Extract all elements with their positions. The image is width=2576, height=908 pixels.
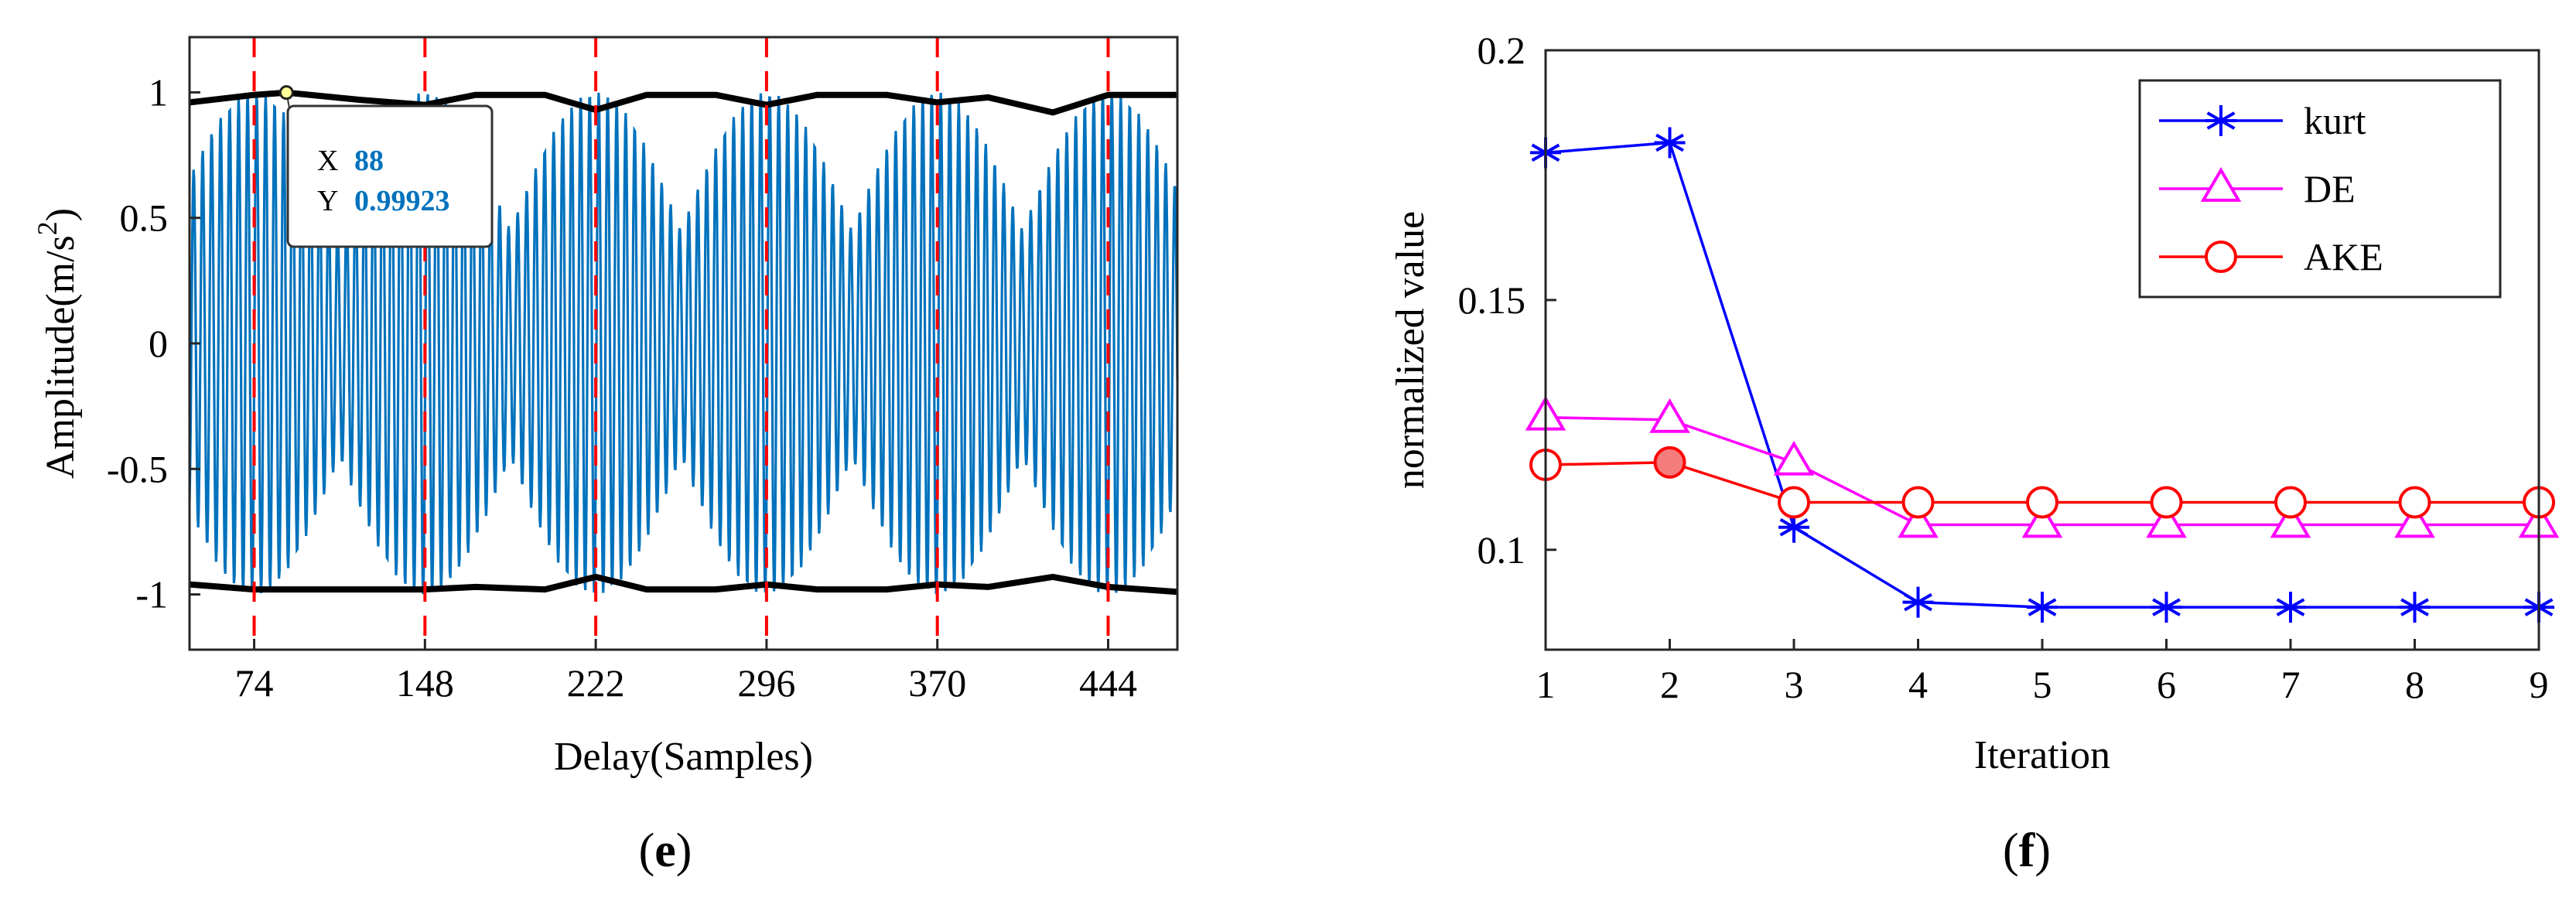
data-point-ake [2398, 486, 2431, 519]
data-point-kurt [2027, 592, 2058, 623]
x-tick-label: 222 [567, 661, 625, 705]
data-point-kurt [2151, 592, 2182, 623]
y-tick-label: -0.5 [107, 447, 168, 490]
data-point-kurt [2275, 592, 2306, 623]
datatip-point [278, 85, 294, 101]
datatip-x-value: 88 [354, 145, 384, 177]
y-tick-label: 0.2 [1478, 29, 1526, 72]
data-point-ake [1653, 445, 1686, 479]
y-tick-label: -1 [135, 573, 168, 616]
chart-e: 74 148 222 296 370 444 -1 -0.5 0 0.5 1 Delay(Sample… [32, 36, 1179, 877]
x-tick-label: 3 [1785, 663, 1804, 706]
y-tick-label: 0.1 [1478, 528, 1526, 572]
y-tick-label: 0.15 [1458, 278, 1526, 322]
y-axis-label-main: Amplitude(m/s [39, 235, 83, 479]
y-axis-label-superscript: 2 [32, 221, 63, 235]
x-tick-label: 148 [396, 661, 454, 705]
x-tick-label: 7 [2281, 663, 2301, 706]
legend-label-ake: AKE [2304, 235, 2383, 278]
x-tick-label: 9 [2530, 663, 2549, 706]
panel-label-letter: f [2019, 824, 2036, 877]
y-axis-label: normalized value [1389, 211, 1433, 490]
legend-marker-de [2200, 167, 2242, 202]
x-tick-label: 296 [737, 661, 795, 705]
y-tick-label: 1 [149, 70, 168, 114]
y-axis-label: Amplitude(m/s2) [32, 208, 83, 479]
data-point-ake [1901, 486, 1935, 519]
data-point-ake [1778, 486, 1810, 519]
datatip-box [286, 104, 494, 248]
x-tick-label: 444 [1079, 661, 1137, 705]
legend: kurt DE AKE [2138, 79, 2502, 299]
lower-envelope-line [189, 573, 1178, 596]
panel-label-close: ) [2034, 824, 2051, 877]
data-point-kurt [1654, 127, 1686, 159]
x-tick-label: 1 [1536, 663, 1556, 706]
data-point-de [1898, 503, 1939, 538]
data-point-de [2146, 503, 2187, 538]
datatip-y-value: 0.99923 [354, 185, 450, 217]
datatip: X 88 Y 0.99923 [278, 85, 494, 248]
y-axis-label-close: ) [39, 208, 83, 221]
x-axis-label: Delay(Samples) [554, 735, 813, 779]
data-point-de [2394, 503, 2435, 538]
signal-series-line [188, 92, 1179, 595]
x-axis-label: Iteration [1974, 733, 2110, 777]
x-tick-label: 4 [1908, 663, 1928, 706]
data-point-kurt [1902, 586, 1934, 618]
x-tick-label: 6 [2157, 663, 2176, 706]
legend-label-kurt: kurt [2304, 99, 2366, 142]
data-point-kurt [2399, 592, 2431, 623]
panel-label-open: ( [2003, 824, 2019, 877]
chart-f: 1 2 3 4 5 6 7 8 9 0.1 0.15 0.2 Iteration normalized v… [1389, 29, 2560, 877]
legend-marker-ake [2205, 241, 2237, 273]
data-point-de [1649, 398, 1690, 433]
x-tick-label: 2 [1660, 663, 1679, 706]
x-tick-label: 8 [2405, 663, 2424, 706]
legend-marker-kurt [2205, 105, 2236, 136]
x-tick-label: 370 [908, 661, 966, 705]
panel-label-close: ) [676, 824, 692, 877]
panel-label-e: (e) [639, 824, 692, 877]
panel-label-f: (f) [2003, 824, 2051, 877]
datatip-x-label: X [317, 145, 338, 177]
data-point-de [1773, 440, 1815, 476]
x-tick-label: 74 [235, 661, 274, 705]
data-point-ake [2150, 486, 2183, 519]
data-point-de [2270, 503, 2311, 538]
datatip-y-label: Y [317, 185, 338, 217]
data-point-ake [2274, 486, 2307, 519]
y-tick-label: 0 [149, 322, 168, 365]
upper-envelope-line [189, 89, 1177, 116]
panel-label-letter: e [654, 824, 676, 877]
y-tick-label: 0.5 [120, 196, 169, 240]
data-point-ake [2026, 486, 2058, 519]
legend-label-de: DE [2304, 167, 2356, 210]
x-tick-label: 5 [2033, 663, 2052, 706]
data-point-de [2021, 503, 2063, 538]
panel-label-open: ( [639, 824, 655, 877]
